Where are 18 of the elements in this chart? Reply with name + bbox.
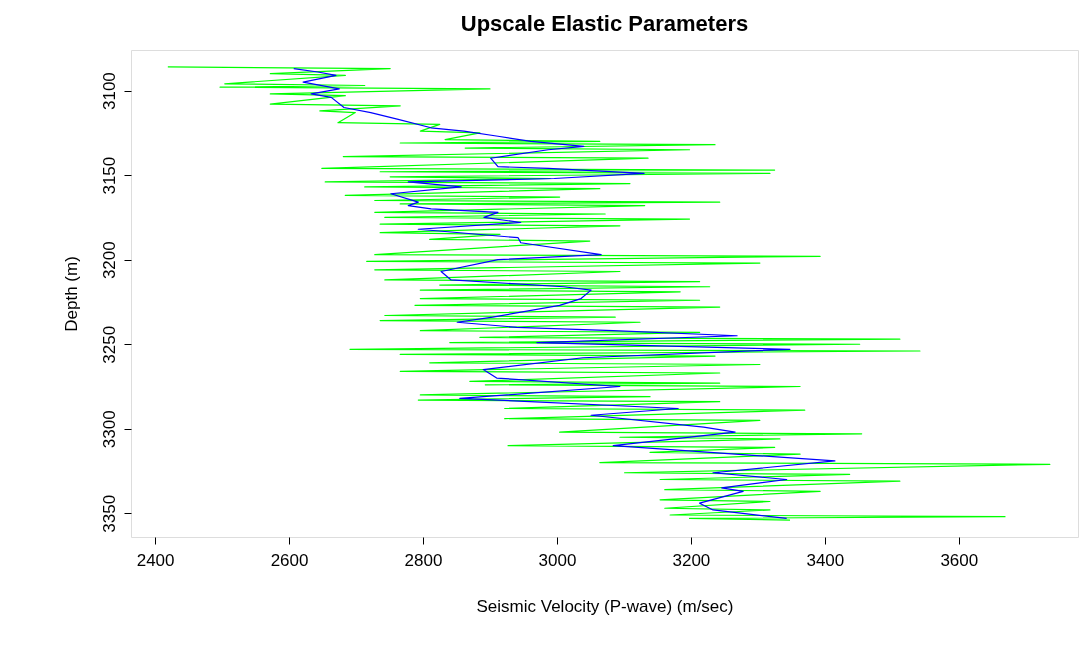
x-tick-label: 3000 [538,550,577,570]
line-series [167,66,1051,521]
y-tick-label: 3150 [99,156,119,195]
line-series [293,68,836,519]
y-tick-label: 3300 [99,410,119,449]
x-tick-label: 2800 [404,550,443,570]
x-tick-label: 3200 [672,550,711,570]
chart-title: Upscale Elastic Parameters [460,11,749,36]
x-tick-label: 3600 [940,550,979,570]
y-tick-label: 3200 [99,241,119,280]
x-tick-label: 2400 [136,550,175,570]
x-axis-title: Seismic Velocity (P-wave) (m/sec) [476,596,734,616]
x-tick-label: 2600 [270,550,309,570]
y-tick-label: 3100 [99,72,119,110]
y-tick-label: 3350 [99,494,119,533]
y-axis-title: Depth (m) [61,256,81,332]
x-tick-label: 3400 [806,550,845,570]
y-tick-label: 3250 [99,325,119,364]
